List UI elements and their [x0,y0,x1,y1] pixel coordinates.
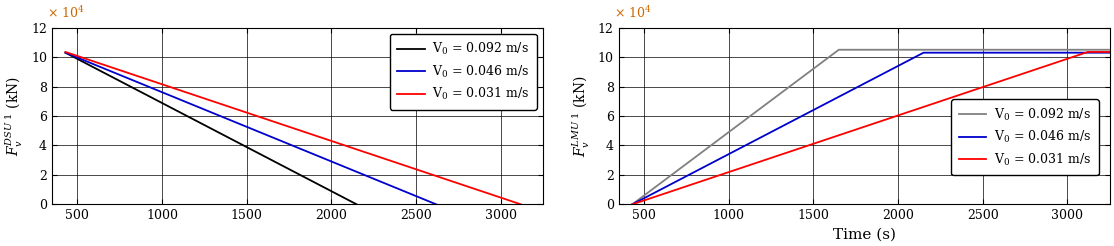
Legend: V$_0$ = 0.092 m/s, V$_0$ = 0.046 m/s, V$_0$ = 0.031 m/s: V$_0$ = 0.092 m/s, V$_0$ = 0.046 m/s, V$… [390,34,537,110]
Text: $\times$ 10$^4$: $\times$ 10$^4$ [614,5,652,21]
Y-axis label: $F_v^{LMU\ 1}$ (kN): $F_v^{LMU\ 1}$ (kN) [570,75,593,157]
Legend: V$_0$ = 0.092 m/s, V$_0$ = 0.046 m/s, V$_0$ = 0.031 m/s: V$_0$ = 0.092 m/s, V$_0$ = 0.046 m/s, V$… [951,99,1098,175]
Text: $\times$ 10$^4$: $\times$ 10$^4$ [47,5,85,21]
Y-axis label: $F_v^{DSU\ 1}$ (kN): $F_v^{DSU\ 1}$ (kN) [4,76,26,156]
X-axis label: Time (s): Time (s) [833,228,896,242]
